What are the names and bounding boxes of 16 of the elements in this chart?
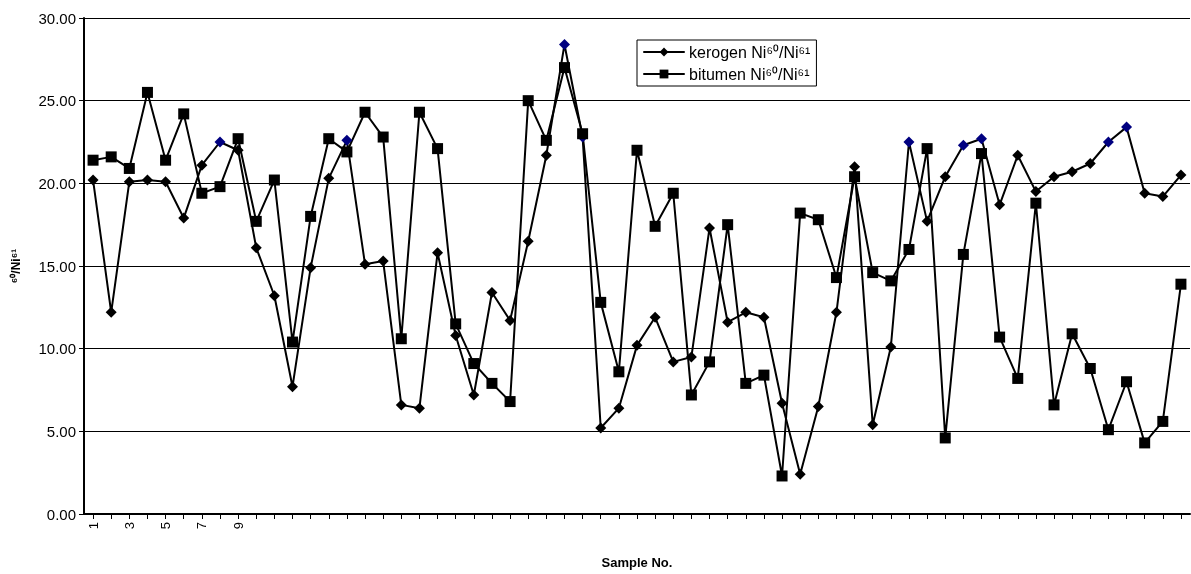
y-tick-label: 25.00: [38, 92, 76, 110]
legend-label: bitumen Ni⁶⁰/Ni⁶¹: [689, 65, 810, 83]
y-tick-label: 0.00: [46, 505, 76, 523]
x-axis-title: Sample No.: [601, 555, 673, 570]
x-tick-label: 9: [230, 522, 246, 530]
y-axis-title: ⁶⁰/Ni⁶¹: [9, 248, 23, 284]
legend-label: kerogen Ni⁶⁰/Ni⁶¹: [689, 43, 811, 61]
x-tick-label: 5: [158, 522, 174, 530]
x-tick-label: 3: [121, 522, 137, 530]
y-tick-label: 20.00: [38, 174, 76, 192]
y-tick-label: 15.00: [38, 257, 76, 275]
x-tick-label: 7: [194, 522, 210, 530]
x-tick-label: 1: [85, 522, 101, 530]
y-tick-label: 10.00: [38, 340, 76, 358]
y-tick-label: 30.00: [38, 9, 76, 27]
y-tick-label: 5.00: [46, 422, 76, 440]
